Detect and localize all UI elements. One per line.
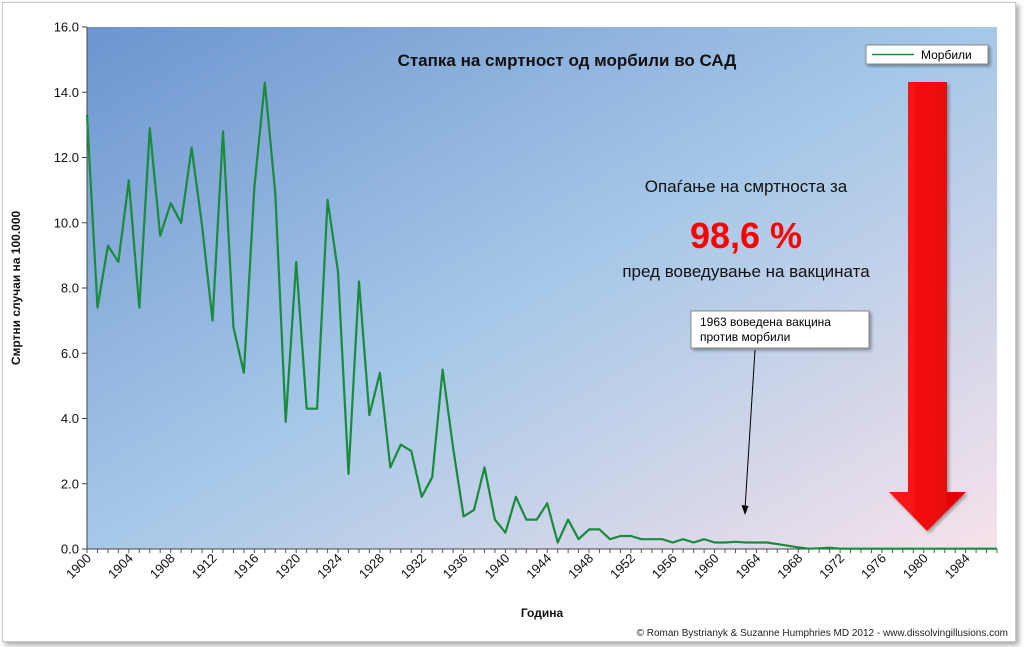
- x-tick-label: 1944: [523, 551, 554, 582]
- y-tick-label: 16.0: [54, 20, 79, 35]
- y-tick-label: 2.0: [61, 476, 79, 491]
- x-tick-label: 1916: [230, 551, 261, 582]
- legend-label: Морбили: [921, 48, 972, 62]
- y-tick-label: 0.0: [61, 542, 79, 557]
- y-tick-label: 6.0: [61, 346, 79, 361]
- x-tick-label: 1976: [858, 551, 889, 582]
- x-tick-label: 1908: [147, 551, 178, 582]
- x-tick-label: 1920: [272, 551, 303, 582]
- x-tick-label: 1928: [356, 551, 387, 582]
- legend-box: [865, 44, 989, 65]
- vaccine-callout-pointer: [744, 349, 756, 510]
- copyright-text: © Roman Bystrianyk & Suzanne Humphries M…: [637, 628, 1008, 639]
- vaccine-callout-box: [690, 310, 870, 349]
- decline-intro-text: Опаѓање на смртноста за: [645, 177, 848, 196]
- x-tick-label: 1980: [900, 551, 931, 582]
- vaccine-callout-line2: против морбили: [700, 330, 790, 344]
- x-tick-label: 1956: [649, 551, 680, 582]
- plot-area: [87, 27, 997, 549]
- series-line-morbili: [85, 81, 997, 550]
- x-axis-label: Година: [521, 606, 564, 620]
- legend: [865, 44, 989, 65]
- y-tick-label: 14.0: [54, 85, 79, 100]
- y-axis-ticks: 0.0 2.0 4.0 6.0 8.0 10.0 12.0 14.0 16.0: [54, 20, 87, 557]
- vaccine-callout-line1: 1963 воведена вакцина: [700, 315, 831, 329]
- x-tick-label: 1952: [607, 551, 638, 582]
- x-tick-label: 1948: [565, 551, 596, 582]
- x-tick-label: 1924: [314, 551, 345, 582]
- x-tick-label: 1968: [774, 551, 805, 582]
- chart-title: Стапка на смртност од морбили во САД: [398, 51, 737, 70]
- decline-value-text: 98,6 %: [690, 215, 802, 256]
- x-tick-label: 1904: [105, 551, 136, 582]
- x-axis-ticks: 1900 1904 1908 1912 1916 1920 1924 1928 1932 1936…: [63, 549, 998, 582]
- x-tick-label: 1964: [732, 551, 763, 582]
- decline-outro-text: пред воведување на вакцината: [622, 262, 870, 281]
- vaccine-callout-arrowhead: [741, 505, 749, 515]
- y-tick-label: 12.0: [54, 150, 79, 165]
- x-tick-label: 1940: [481, 551, 512, 582]
- vaccine-callout: [690, 310, 870, 349]
- x-tick-label: 1912: [189, 551, 220, 582]
- x-tick-label: 1936: [440, 551, 471, 582]
- y-tick-label: 4.0: [61, 411, 79, 426]
- x-tick-label: 1932: [398, 551, 429, 582]
- x-tick-label: 1972: [816, 551, 847, 582]
- y-axis-label: Смртни случаи на 100.000: [9, 211, 23, 366]
- y-tick-label: 10.0: [54, 215, 79, 230]
- decline-arrow: [889, 82, 966, 531]
- y-tick-label: 8.0: [61, 281, 79, 296]
- x-tick-label: 1984: [942, 551, 973, 582]
- x-tick-label: 1960: [691, 551, 722, 582]
